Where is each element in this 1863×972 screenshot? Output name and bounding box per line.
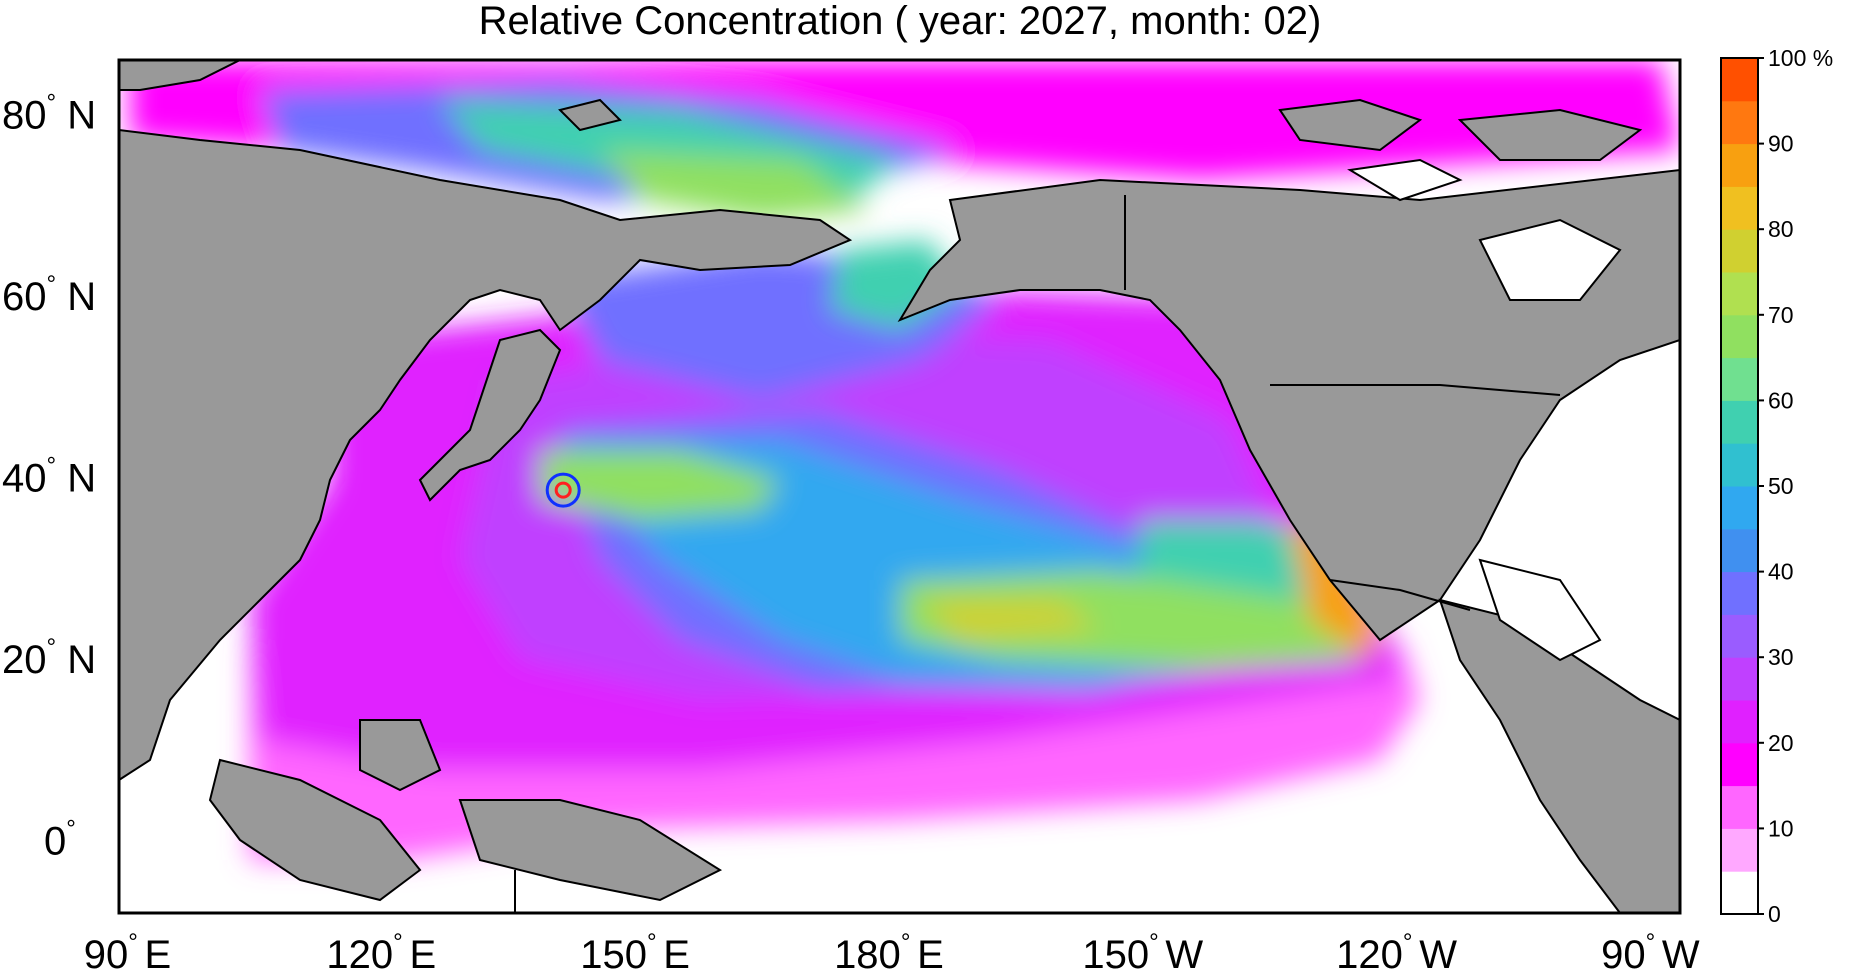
colorbar-swatch [1721,58,1758,102]
colorbar-swatch [1721,357,1758,401]
source-inner-ring [554,481,572,499]
colorbar-tick-label: 0 [1768,901,1781,927]
colorbar-tick-label: 50 [1768,473,1794,499]
colorbar-tick-label: 10 [1768,815,1794,841]
lon-tick-label: 150° W [1082,929,1203,972]
colorbar-swatch [1721,700,1758,744]
colorbar-tick-label: 30 [1768,644,1794,670]
lon-tick-label: 90° W [1601,929,1700,972]
longitude-axis: 90° E 120° E 150° E 180° E 150° W 120° W 90° W [84,929,1700,972]
borders [514,195,1561,913]
lat-tick-label: 80° N [2,89,96,137]
map-area [119,60,1680,913]
colorbar-swatch [1721,614,1758,658]
lat-tick-label: 20° N [2,634,96,682]
latitude-axis: 80° N 60° N 40° N 20° N 0° [2,89,96,863]
colorbar-swatch [1721,486,1758,530]
colorbar-swatch [1721,443,1758,487]
land [119,60,1680,913]
lon-tick-label: 180° E [834,929,944,972]
lat-tick-label: 60° N [2,271,96,319]
colorbar-swatch [1721,229,1758,273]
colorbar-swatch [1721,143,1758,187]
lat-tick-label: 0° [44,815,76,863]
colorbar-swatch [1721,742,1758,787]
colorbar-swatch [1721,186,1758,230]
source-location-marker [545,472,581,508]
colorbar-swatch [1721,828,1758,872]
colorbar-swatch [1721,314,1758,359]
lon-tick-label: 120° E [326,929,436,972]
colorbar-tick-label: 90 [1768,131,1794,157]
map-frame [117,58,1682,915]
colorbar-labels: 0 10 20 30 40 50 60 70 80 90 100 % [1758,45,1833,927]
colorbar-swatch [1721,871,1758,915]
colorbar-tick-label: 40 [1768,559,1794,585]
lon-tick-label: 120° W [1336,929,1457,972]
colorbar-swatches [1721,58,1758,915]
colorbar-swatch [1721,657,1758,701]
lon-tick-label: 150° E [580,929,690,972]
lon-tick-label: 90° E [84,929,171,972]
concentration-field [130,60,1680,860]
source-outer-ring [545,472,581,508]
colorbar-tick-label: 20 [1768,730,1794,756]
colorbar-tick-label: 70 [1768,302,1794,328]
colorbar-tick-label: 100 % [1768,45,1833,71]
colorbar-swatch [1721,400,1758,444]
colorbar-tick-label: 60 [1768,387,1794,413]
japan-landmass [418,328,562,502]
colorbar-swatch [1721,785,1758,829]
chart-title: Relative Concentration ( year: 2027, mon… [479,0,1322,43]
colorbar-swatch [1721,272,1758,316]
colorbar-swatch [1721,100,1758,145]
colorbar: 0 10 20 30 40 50 60 70 80 90 100 % [1720,45,1833,927]
colorbar-tick-label: 80 [1768,216,1794,242]
colorbar-swatch [1721,528,1758,573]
colorbar-swatch [1721,571,1758,615]
lat-tick-label: 40° N [2,452,96,500]
